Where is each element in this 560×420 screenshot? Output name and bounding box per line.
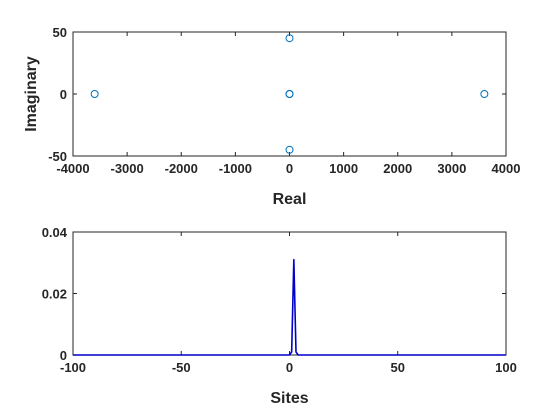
sites-line: [73, 258, 506, 356]
pole-zero-marker: [285, 145, 294, 154]
pole-zero-x-tick-label: -2000: [165, 161, 198, 176]
pole-zero-marker: [285, 34, 294, 43]
pole-zero-plot-frame: [72, 31, 507, 157]
pole-zero-x-tick-label: -1000: [219, 161, 252, 176]
pole-zero-x-axis-label: Real: [273, 191, 307, 208]
pole-zero-marker: [90, 90, 99, 98]
sites-x-axis-label: Sites: [270, 390, 308, 407]
pole-zero-y-tick-label: -50: [48, 149, 67, 164]
sites-line-series: [73, 258, 506, 356]
pole-zero-y-tick-label: 0: [60, 87, 67, 102]
sites-x-tick-label: 0: [286, 360, 293, 375]
pole-zero-x-tick-label: 1000: [329, 161, 358, 176]
pole-zero-x-tick-label: 0: [286, 161, 293, 176]
sites-y-ticks: 0 0.02 0.04: [42, 225, 506, 363]
sites-y-tick-label: 0.04: [42, 225, 68, 240]
sites-plot-frame: [72, 231, 507, 356]
pole-zero-x-tick-label: 2000: [383, 161, 412, 176]
sites-y-tick-label: 0.02: [42, 287, 67, 302]
sites-x-ticks: -100 -50 0 50 100: [60, 232, 517, 375]
sites-x-tick-label: 100: [495, 360, 517, 375]
pole-zero-x-tick-label: -4000: [56, 161, 89, 176]
pole-zero-axes: -4000 -3000 -2000 -1000 0 1000 2000 3000 4000 -5…: [23, 25, 520, 208]
sites-x-tick-label: 50: [391, 360, 405, 375]
pole-zero-x-tick-label: 3000: [437, 161, 466, 176]
pole-zero-y-ticks: -50 0 50: [48, 25, 506, 164]
sites-y-tick-label: 0: [60, 348, 67, 363]
pole-zero-x-ticks: -4000 -3000 -2000 -1000 0 1000 2000 3000 4000: [56, 32, 520, 176]
pole-zero-y-tick-label: 50: [53, 25, 67, 40]
pole-zero-marker: [480, 90, 489, 98]
pole-zero-x-tick-label: 4000: [492, 161, 521, 176]
pole-zero-x-tick-label: -3000: [111, 161, 144, 176]
sites-x-tick-label: -50: [172, 360, 191, 375]
pole-zero-markers: [90, 34, 489, 154]
pole-zero-marker: [285, 90, 294, 98]
pole-zero-y-axis-label: Imaginary: [23, 56, 40, 132]
sites-axes: -100 -50 0 50 100 0 0.02 0.04 Sites: [42, 225, 517, 407]
sites-x-tick-label: -100: [60, 360, 86, 375]
